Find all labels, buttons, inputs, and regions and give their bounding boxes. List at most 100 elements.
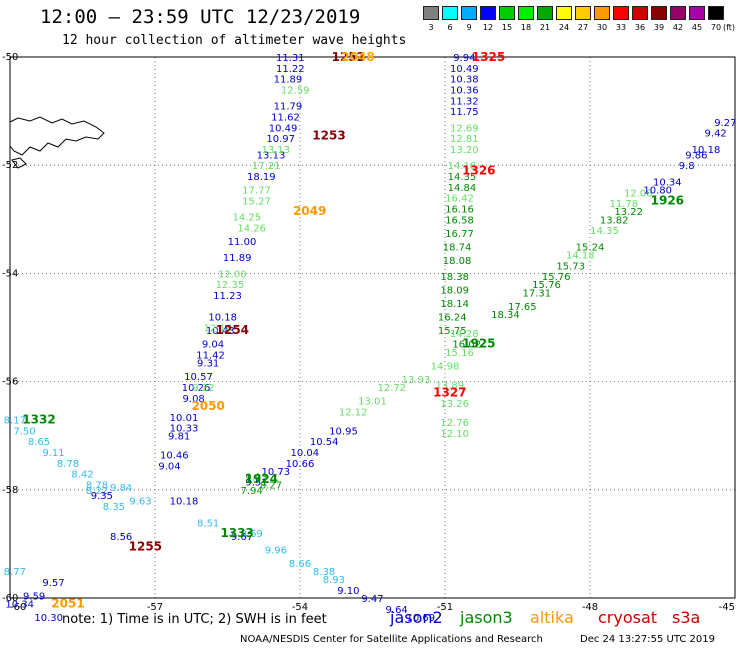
wave-height-value: 12.35 [216,280,245,291]
wave-height-value: 18.38 [440,272,469,283]
legend-swatch [575,6,591,20]
wave-height-value: 10.34 [5,599,34,610]
wave-height-value: 12.00 [218,269,247,280]
wave-height-value: 8.42 [71,470,93,481]
wave-height-value: 9.04 [158,461,180,472]
legend-swatch [499,6,515,20]
wave-height-value: 13.89 [436,380,465,391]
wave-height-value: 8.22 [86,486,108,497]
wave-height-value: 10.49 [450,64,479,75]
wave-height-value: 9.84 [110,483,132,494]
legend-label: 9 [466,23,472,32]
pass-label: 1325 [472,50,505,64]
lat-tick-label: -54 [2,268,18,279]
wave-height-value: 11.42 [196,351,225,362]
map-grid [9,56,736,599]
wave-height-value: 9.96 [265,545,287,556]
map-axis-labels: -60 -57 -54 -51 -48 -45 -50 -52 -54 -56 -58 -60 [2,52,735,613]
wave-height-value: 11.00 [228,237,257,248]
pass-label: 1252 [332,50,365,64]
pass-label: 1333 [220,526,253,540]
legend-swatch [442,6,458,20]
wave-height-value: 15.16 [445,348,474,359]
wave-height-value: 8.65 [28,437,50,448]
wave-height-value: 16.16 [445,204,474,215]
wave-height-value: 13.13 [257,150,286,161]
wave-height-value: 9.94 [453,53,475,64]
lon-tick-label: -51 [437,602,453,613]
wave-height-value: 11.31 [276,53,305,64]
wave-height-value: 17.77 [242,186,271,197]
wave-height-value: 12.69 [450,123,479,134]
wave-height-value: 12.59 [281,85,310,96]
wave-height-value: 10.33 [170,424,199,435]
wave-height-value: 12.08 [624,188,653,199]
legend-swatch [632,6,648,20]
wave-height-value: 8.93 [323,575,345,586]
wave-height-value: 9.59 [23,591,45,602]
wave-height-value: 11.23 [213,291,242,302]
legend-label: 45 [691,23,703,32]
legend-swatch [537,6,553,20]
wave-height-value: 15.24 [576,242,605,253]
footer-date: Dec 24 13:27:55 UTC 2019 [580,634,715,645]
pass-label: 1255 [129,540,162,554]
legend-label: 24 [558,23,570,32]
wave-height-value: 18.19 [247,172,276,183]
wave-height-value: 8.66 [289,559,311,570]
wave-height-value: 14.18 [448,161,477,172]
wave-height-value: 18.09 [440,286,469,297]
wave-height-value: 9.47 [361,594,383,605]
lon-tick-label: -54 [292,602,308,613]
wave-height-value: 8.38 [313,567,335,578]
wave-height-value: 11.32 [450,96,479,107]
sat-jason2-label: jason2 [390,608,443,627]
wave-height-value: 10.26 [182,383,211,394]
wave-height-value: 17.65 [508,302,537,313]
pass-label: 2051 [51,596,84,610]
legend-swatch [594,6,610,20]
wave-height-value: 10.18 [692,145,721,156]
wave-height-value: 8.77 [4,567,26,578]
footer-credit: NOAA/NESDIS Center for Satellite Applica… [240,634,543,645]
legend-label: 36 [634,23,646,32]
wave-height-value: 10.18 [208,313,237,324]
wave-height-value: 11.78 [610,199,639,210]
wave-height-value: 10.69 [407,613,436,624]
legend-label: 70 [710,23,722,32]
wave-height-value: 11.75 [450,107,479,118]
wave-height-value: 12.72 [378,383,407,394]
legend-swatch [651,6,667,20]
lon-tick-label: -45 [719,602,735,613]
wave-height-value: 10.80 [643,186,672,197]
legend-label: 30 [596,23,608,32]
wave-height-value: 16.58 [445,215,474,226]
lat-tick-label: -56 [2,377,18,388]
wave-height-value: 15.73 [556,261,585,272]
wave-height-value: 9.31 [197,359,219,370]
sat-jason3-label: jason3 [460,608,513,627]
wave-height-value: 11.89 [274,75,303,86]
lat-tick-label: -52 [2,160,18,171]
wave-height-value: 9.93 [245,472,267,483]
wave-height-value: 13.20 [450,145,479,156]
wave-height-value: 9.11 [42,448,64,459]
wave-height-value: 8.78 [86,480,108,491]
wave-height-value: 10.66 [286,459,315,470]
pass-label: 1924 [245,472,278,486]
wave-height-value: 14.98 [431,361,460,372]
wave-height-value: 10.01 [170,413,199,424]
wave-height-value: 9.42 [705,129,727,140]
lat-tick-label: -58 [2,485,18,496]
pass-label: 1253 [312,128,345,142]
wave-height-value: 9.63 [129,497,151,508]
wave-height-value: 13.82 [600,215,629,226]
legend-swatch [518,6,534,20]
wave-height-value: 13.01 [358,397,387,408]
wave-height-value: 9.86 [685,150,707,161]
legend-label: 27 [577,23,589,32]
land-outline [11,157,27,169]
legend-swatch [613,6,629,20]
pass-label: 1332 [22,412,55,426]
wave-height-value: 8.56 [110,532,132,543]
